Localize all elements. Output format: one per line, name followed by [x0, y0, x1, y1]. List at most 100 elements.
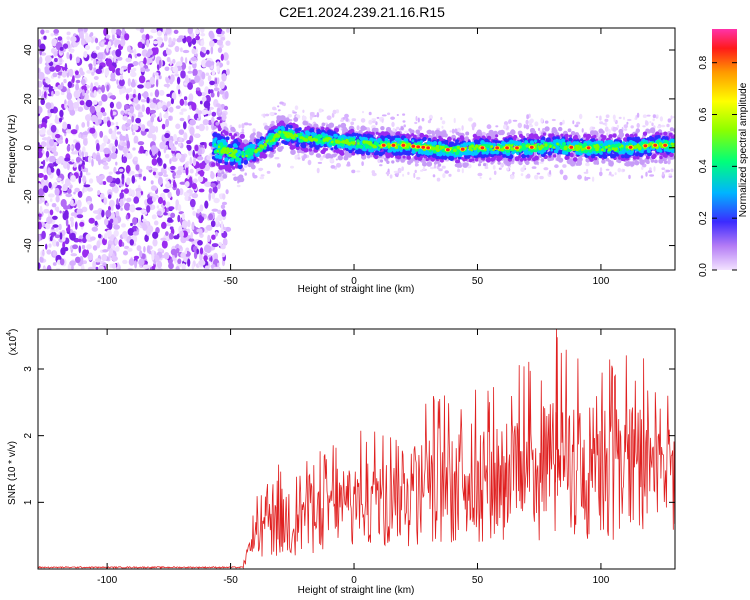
ridge-cell: [302, 120, 308, 126]
noise-cell: [39, 56, 43, 64]
noise-cell: [171, 156, 178, 162]
noise-cell: [95, 266, 99, 270]
noise-cell: [187, 28, 193, 35]
halo-cell: [297, 153, 300, 157]
halo-cell: [661, 171, 665, 176]
halo-cell: [652, 114, 657, 119]
noise-cell: [114, 126, 117, 132]
noise-cell: [84, 185, 88, 193]
halo-cell: [612, 114, 616, 120]
noise-cell: [38, 160, 41, 168]
ridge-cell: [608, 134, 613, 139]
halo-cell: [248, 123, 252, 126]
noise-cell: [211, 70, 216, 76]
noise-cell: [98, 214, 102, 220]
noise-cell: [175, 123, 181, 130]
noise-cell: [74, 187, 80, 193]
noise-cell: [165, 28, 172, 35]
noise-cell: [185, 167, 189, 176]
noise-cell: [152, 231, 159, 239]
noise-cell: [219, 81, 225, 89]
noise-cell: [85, 172, 91, 176]
noise-cell: [123, 250, 128, 256]
noise-cell: [61, 103, 65, 109]
noise-cell: [48, 181, 52, 189]
noise-cell: [102, 249, 109, 253]
noise-cell: [66, 92, 73, 101]
noise-cell: [207, 234, 211, 243]
ridge-cell: [612, 133, 617, 138]
noise-cell: [149, 102, 156, 109]
noise-cell: [51, 226, 55, 230]
halo-cell: [290, 165, 294, 169]
noise-cell: [221, 30, 225, 35]
ridge-cell: [316, 129, 322, 134]
ridge-cell: [477, 163, 482, 167]
noise-cell: [59, 232, 63, 240]
ridge-cell: [468, 158, 473, 163]
noise-cell: [149, 193, 156, 197]
noise-cell: [38, 188, 45, 197]
noise-cell: [55, 133, 61, 139]
noise-cell: [52, 72, 58, 78]
halo-cell: [232, 173, 237, 176]
noise-cell: [168, 37, 172, 46]
noise-cell: [165, 118, 170, 128]
ridge-cell: [497, 156, 503, 161]
ridge-cell: [276, 115, 281, 120]
noise-cell: [129, 170, 135, 175]
noise-cell: [185, 36, 192, 43]
noise-cell: [143, 211, 148, 215]
noise-cell: [226, 60, 230, 66]
noise-cell: [85, 44, 90, 51]
halo-cell: [266, 170, 271, 174]
noise-cell: [52, 215, 58, 220]
noise-cell: [170, 165, 176, 171]
halo-cell: [649, 174, 655, 177]
halo-cell: [627, 118, 632, 122]
halo-cell: [402, 120, 406, 123]
noise-cell: [213, 266, 220, 270]
noise-cell: [139, 250, 143, 258]
noise-cell: [219, 89, 225, 95]
ridge-cell: [631, 161, 635, 166]
noise-cell: [73, 101, 80, 109]
noise-cell: [199, 204, 204, 212]
noise-cell: [62, 241, 66, 250]
noise-cell: [73, 90, 81, 99]
halo-cell: [503, 121, 509, 126]
noise-cell: [191, 48, 196, 55]
noise-cell: [172, 37, 176, 43]
noise-cell: [105, 58, 113, 67]
noise-cell: [74, 73, 81, 79]
noise-cell: [49, 155, 56, 163]
noise-cell: [38, 89, 41, 97]
halo-cell: [356, 125, 360, 131]
noise-cell: [50, 231, 57, 236]
noise-cell: [54, 57, 58, 63]
noise-cell: [63, 78, 67, 84]
halo-cell: [292, 111, 297, 114]
noise-cell: [145, 52, 151, 58]
noise-cell: [166, 93, 171, 97]
noise-cell: [109, 248, 114, 257]
noise-cell: [87, 266, 94, 270]
noise-cell: [94, 82, 99, 87]
noise-cell: [101, 142, 107, 147]
noise-cell: [67, 99, 73, 107]
noise-cell: [45, 222, 51, 230]
noise-cell: [102, 165, 110, 170]
ridge-cell: [646, 160, 650, 165]
ridge-cell: [635, 128, 640, 133]
noise-cell: [180, 108, 187, 112]
noise-cell: [102, 111, 107, 117]
noise-cell: [49, 138, 55, 147]
noise-cell: [121, 223, 126, 228]
noise-cell: [44, 116, 50, 120]
noise-cell: [115, 161, 118, 166]
noise-cell: [210, 256, 213, 262]
noise-cell: [92, 100, 98, 105]
ridge-cell: [400, 126, 404, 131]
halo-cell: [602, 122, 606, 125]
noise-cell: [137, 141, 145, 146]
